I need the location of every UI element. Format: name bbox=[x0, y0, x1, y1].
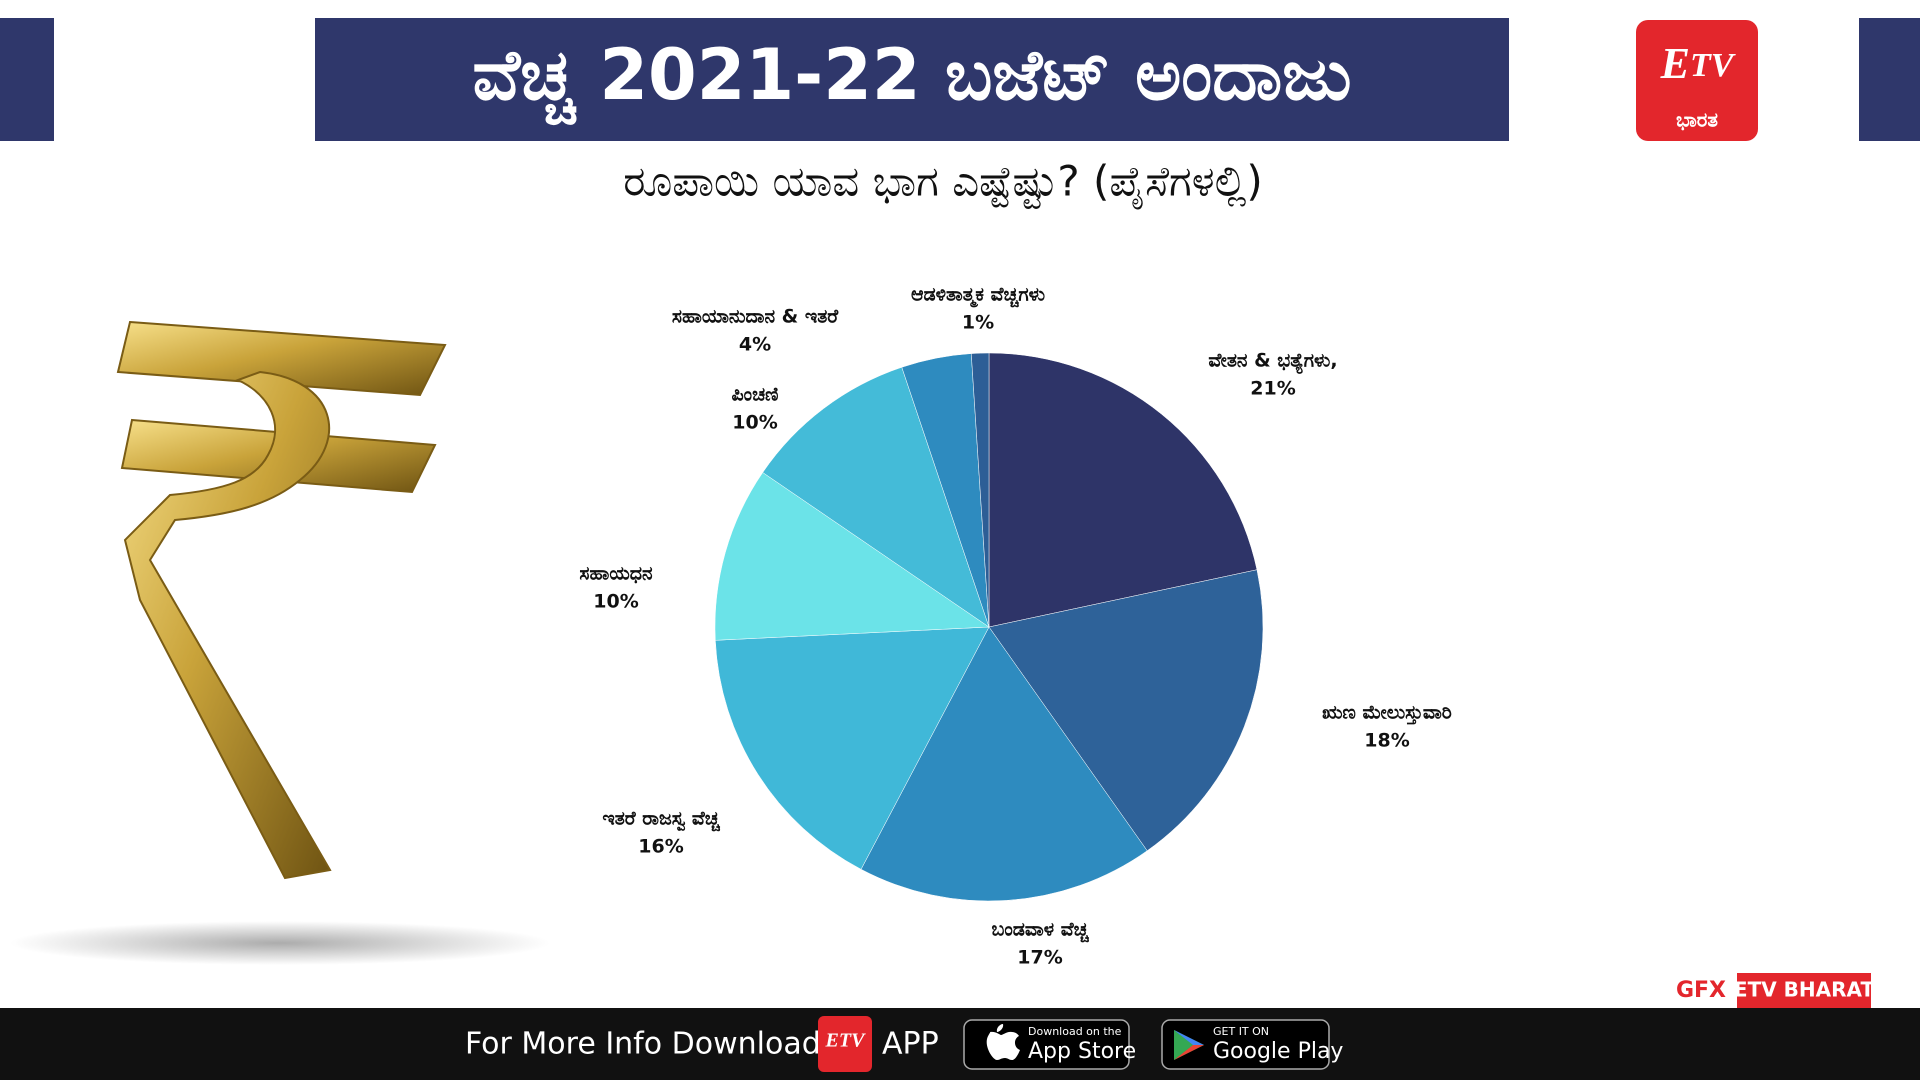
credit-box bbox=[1665, 973, 1737, 1008]
play-small: GET IT ON bbox=[1213, 1025, 1269, 1038]
play-text: Google Play bbox=[1213, 1039, 1343, 1064]
header-side bbox=[0, 18, 54, 141]
credit-gfx: GFX bbox=[1676, 978, 1726, 1003]
header-side bbox=[1859, 18, 1920, 141]
slice-label: ಬಂಡವಾಳ ವೆಚ್ಚ bbox=[991, 919, 1089, 944]
pie-slice bbox=[988, 569, 1264, 852]
pie-slice bbox=[714, 472, 990, 641]
icon-shadow bbox=[10, 921, 550, 965]
slice-value-label: 10% bbox=[732, 412, 777, 434]
slice-value-label: 18% bbox=[1364, 730, 1409, 752]
footer-logo-mark: ETV bbox=[825, 1030, 867, 1052]
play-badge[interactable] bbox=[1161, 1019, 1330, 1070]
apple-icon bbox=[986, 1024, 1020, 1060]
pie bbox=[714, 352, 1264, 902]
appstore-small: Download on the bbox=[1028, 1025, 1122, 1038]
pie-slice bbox=[970, 352, 990, 628]
chart-subtitle: ರೂಪಾಯಿ ಯಾವ ಭಾಗ ಎಷ್ಟೆಷ್ಟು? (ಪೈಸೆಗಳಲ್ಲಿ) bbox=[623, 157, 1262, 210]
footer-bar bbox=[0, 1008, 1920, 1080]
play-icon bbox=[1174, 1030, 1204, 1060]
slice-label: ಸಹಾಯಧನ bbox=[579, 563, 653, 585]
credit-box bbox=[1737, 973, 1871, 1008]
slice-value-label: 4% bbox=[739, 334, 771, 356]
pie-slice bbox=[715, 626, 990, 870]
pie-slice bbox=[988, 352, 1258, 628]
slice-value-label: 16% bbox=[638, 836, 683, 858]
rupee-icon bbox=[116, 320, 447, 880]
slice-label: ಆಡಳಿತಾತ್ಮಕ ವೆಚ್ಚಗಳು bbox=[911, 284, 1045, 309]
slice-label: ಸಹಾಯಾನುದಾನ & ಇತರೆ bbox=[672, 306, 839, 328]
header-bar bbox=[315, 18, 1509, 141]
slice-value-label: 21% bbox=[1250, 378, 1295, 400]
footer-logo bbox=[818, 1016, 872, 1072]
pie-slice bbox=[762, 366, 990, 628]
logo-mark: ETV bbox=[1660, 39, 1736, 88]
logo-text: ಭಾರತ bbox=[1676, 108, 1718, 132]
slice-value-label: 17% bbox=[1017, 947, 1062, 969]
credit-brand: ETV BHARAT bbox=[1734, 978, 1875, 1002]
footer-text: For More Info Download bbox=[465, 1027, 821, 1062]
pie-slice bbox=[860, 626, 1148, 902]
chart-title: ವೆಚ್ಚ 2021-22 ಬಜೆಟ್ ಅಂದಾಜು bbox=[472, 34, 1351, 126]
footer-app: APP bbox=[882, 1027, 939, 1062]
logo bbox=[1636, 20, 1758, 141]
slice-label: ಪಿಂಚಣಿ bbox=[731, 384, 779, 406]
slice-label: ಇತರೆ ರಾಜಸ್ವ ವೆಚ್ಚ bbox=[602, 808, 721, 833]
slice-value-label: 1% bbox=[962, 312, 994, 334]
play-icon bbox=[1174, 1030, 1204, 1045]
slice-value-label: 10% bbox=[593, 591, 638, 613]
slice-label: ವೇತನ & ಭತ್ಯೆಗಳು, bbox=[1208, 350, 1337, 376]
appstore-text: App Store bbox=[1028, 1039, 1136, 1064]
slice-label: ಋಣ ಮೇಲುಸ್ತುವಾರಿ bbox=[1322, 702, 1452, 726]
play-icon bbox=[1174, 1045, 1204, 1060]
